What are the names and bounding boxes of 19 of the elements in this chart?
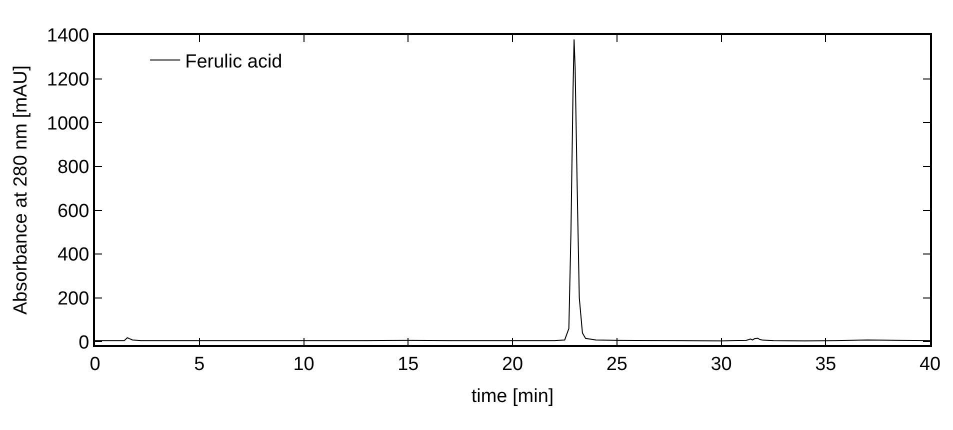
y-tick-label: 200 — [57, 288, 90, 310]
x-tick-label: 20 — [502, 354, 524, 375]
y-tick-label: 1000 — [46, 113, 90, 134]
x-axis-title: time [min] — [471, 386, 554, 408]
y-tick-label: 400 — [57, 244, 90, 266]
x-tick-label: 25 — [606, 354, 628, 375]
x-tick-label: 35 — [815, 354, 836, 375]
x-tick-label: 40 — [919, 354, 941, 375]
y-tick-label: 600 — [57, 200, 90, 222]
legend-label: Ferulic acid — [185, 51, 282, 72]
y-tick-label: 1400 — [46, 26, 90, 47]
x-tick-label: 10 — [293, 354, 314, 375]
y-axis-title: Absorbance at 280 nm [mAU] — [10, 65, 32, 315]
x-tick-label: 30 — [710, 354, 732, 375]
y-tick-label: 800 — [57, 157, 90, 178]
y-tick-label: 1200 — [46, 69, 90, 90]
y-tick-label: 0 — [78, 332, 90, 354]
x-tick-label: 5 — [194, 354, 205, 375]
x-tick-label: 15 — [398, 354, 419, 375]
